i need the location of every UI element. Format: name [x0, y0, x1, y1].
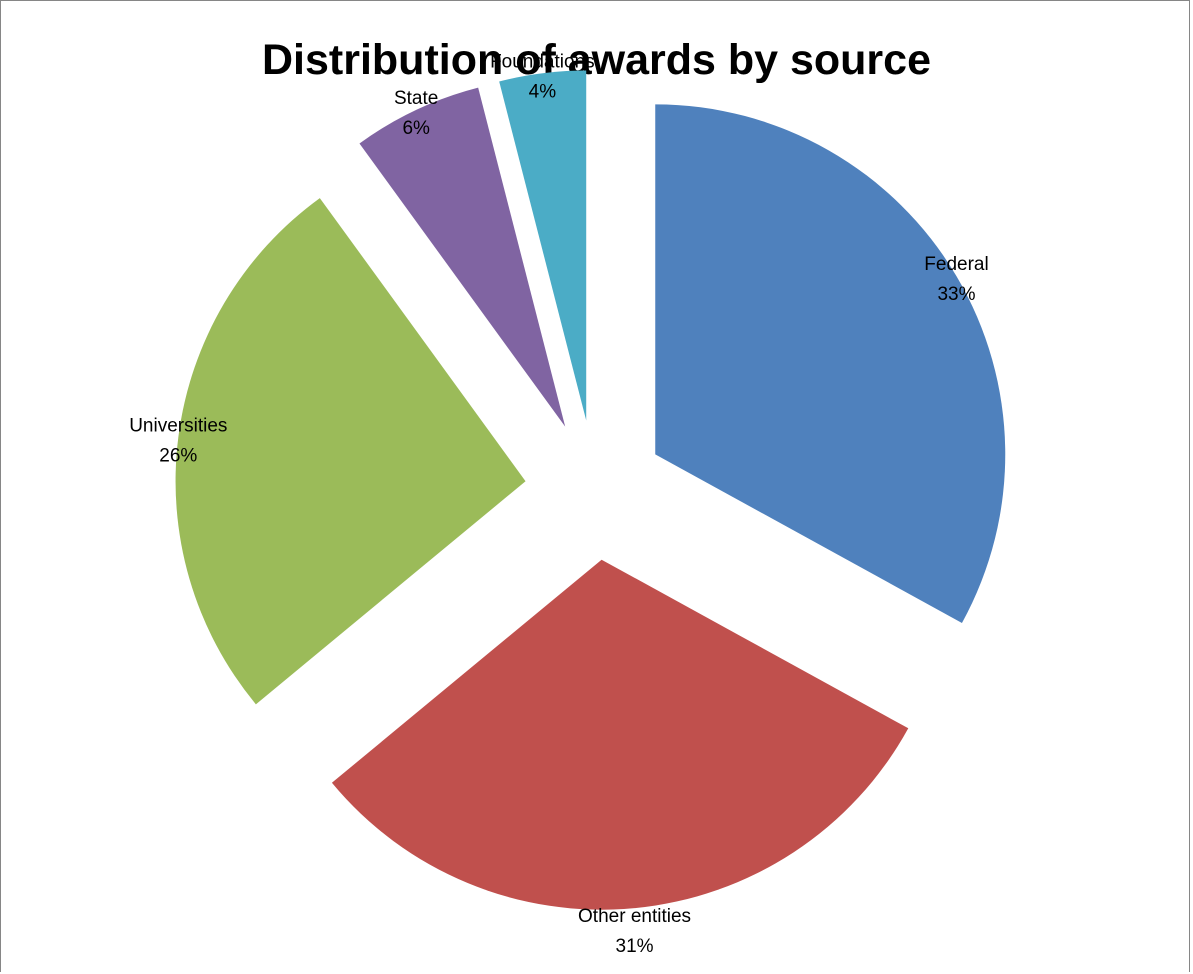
- slice-value-universities: 26%: [159, 445, 197, 466]
- pie-slices: [175, 70, 1006, 910]
- pie-slice-foundations: [499, 70, 587, 421]
- chart-title: Distribution of awards by source: [262, 36, 931, 84]
- pie-slice-universities: [175, 198, 526, 705]
- pie-slice-federal: [655, 104, 1006, 623]
- slice-value-other-entities: 31%: [616, 936, 654, 957]
- slice-value-federal: 33%: [937, 284, 975, 305]
- slice-label-foundations: Foundations: [490, 51, 595, 72]
- slice-value-foundations: 4%: [529, 81, 557, 102]
- slice-label-universities: Universities: [129, 415, 227, 436]
- pie-slice-other-entities: [331, 559, 909, 910]
- slice-label-other-entities: Other entities: [578, 906, 691, 927]
- slice-label-state: State: [394, 88, 438, 109]
- slice-label-federal: Federal: [924, 254, 988, 275]
- slice-value-state: 6%: [402, 118, 430, 139]
- slice-labels: Federal 33% Other entities 31% Universities 2…: [129, 51, 989, 957]
- pie-slice-state: [359, 87, 566, 427]
